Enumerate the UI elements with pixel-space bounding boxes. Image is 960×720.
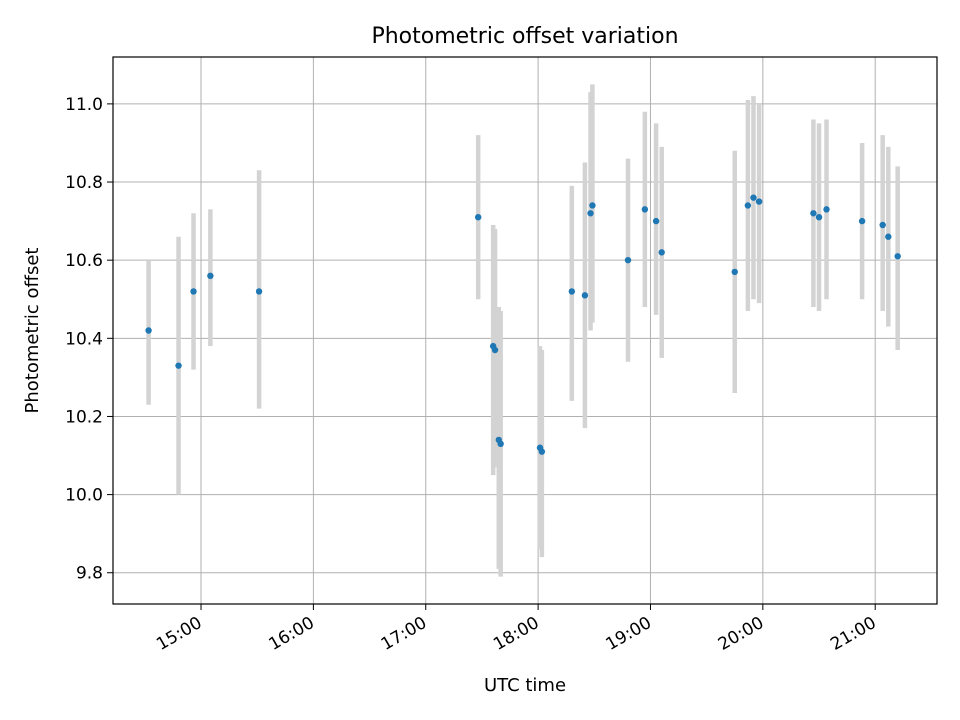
data-point [255, 288, 263, 295]
data-point [589, 202, 596, 209]
y-tick-label: 11.0 [65, 95, 103, 115]
y-tick-label: 10.4 [65, 329, 103, 349]
plot-frame [112, 56, 938, 605]
data-point [894, 253, 901, 260]
data-point [190, 288, 197, 295]
data-point [207, 272, 214, 279]
y-axis-label: Photometric offset [22, 248, 43, 414]
data-point [581, 292, 589, 299]
data-point [641, 206, 649, 213]
data-point [652, 217, 660, 225]
data-point [823, 206, 830, 213]
data-point [145, 327, 152, 334]
data-markers [145, 194, 901, 455]
error-bars [146, 84, 900, 577]
x-ticks: 15:00 16:00 17:00 18:00 19:00 20:00 21:00 [153, 604, 880, 655]
x-tick-label: 17:00 [378, 613, 430, 655]
data-point [815, 213, 823, 221]
grid [113, 57, 937, 604]
data-point [568, 288, 576, 295]
x-tick-label: 15:00 [153, 613, 205, 655]
data-point [885, 233, 892, 240]
y-tick-label: 9.8 [76, 564, 103, 584]
x-tick-label: 21:00 [827, 613, 879, 655]
data-point [587, 210, 594, 217]
x-tick-label: 16:00 [265, 613, 317, 655]
data-point [750, 194, 757, 201]
data-point [810, 210, 817, 217]
data-point [491, 346, 499, 354]
data-point [658, 249, 665, 256]
x-tick-label: 20:00 [715, 613, 767, 655]
x-tick-label: 19:00 [603, 613, 655, 655]
chart-title: Photometric offset variation [371, 24, 678, 49]
data-point [744, 202, 752, 209]
y-tick-label: 10.8 [65, 173, 103, 193]
data-point [879, 221, 886, 229]
y-tick-label: 10.0 [65, 486, 103, 506]
data-point [858, 217, 866, 225]
y-ticks: 9.8 10.0 10.2 10.4 10.6 10.8 11.0 [65, 95, 113, 584]
data-point [175, 362, 182, 369]
y-tick-label: 10.6 [65, 251, 103, 271]
y-tick-label: 10.2 [65, 407, 103, 427]
data-point [538, 448, 546, 455]
data-point [497, 440, 504, 448]
x-tick-label: 18:00 [490, 613, 542, 655]
data-point [731, 268, 738, 276]
x-axis-label: UTC time [484, 675, 566, 696]
data-point [474, 213, 482, 221]
data-point [755, 198, 763, 205]
data-point [624, 256, 632, 264]
